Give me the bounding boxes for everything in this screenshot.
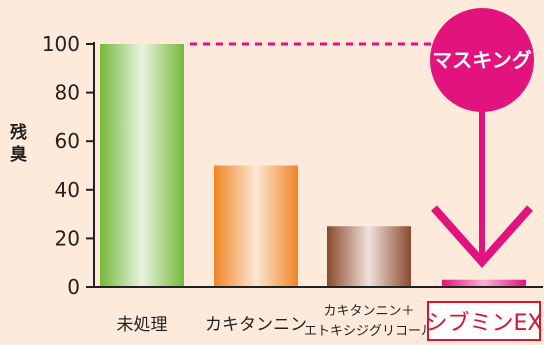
y-tick-label: 100 — [42, 32, 80, 56]
bar-4 — [442, 279, 526, 287]
masking-arrow-head — [431, 205, 533, 269]
y-tick-label: 80 — [55, 81, 80, 105]
y-tick-label: 40 — [55, 178, 80, 202]
y-axis-label: 残 臭 — [10, 122, 27, 165]
y-tick-label: 60 — [55, 129, 80, 153]
masking-badge — [430, 8, 534, 112]
y-tick-label: 0 — [67, 275, 80, 299]
y-axis-label-char-1: 残 — [10, 122, 27, 143]
masking-annotation: マスキング — [430, 8, 534, 269]
y-axis-label-char-2: 臭 — [10, 144, 27, 165]
category-label: カキタンニン — [205, 315, 307, 335]
category-label: 未処理 — [117, 315, 168, 335]
bar-1 — [100, 44, 184, 287]
category-label: エトキシジグリコール — [304, 324, 434, 339]
bar-3 — [327, 226, 411, 287]
bar-2 — [214, 165, 298, 287]
bars — [100, 44, 526, 287]
masking-badge-text: マスキング — [432, 48, 531, 72]
highlight-category-box — [427, 301, 541, 341]
y-axis-ticks: 0 20 40 60 80 100 — [42, 32, 94, 299]
category-label: シブミンEX — [426, 311, 543, 336]
category-label: カキタンニン＋ — [323, 304, 414, 319]
y-tick-label: 20 — [55, 226, 80, 250]
